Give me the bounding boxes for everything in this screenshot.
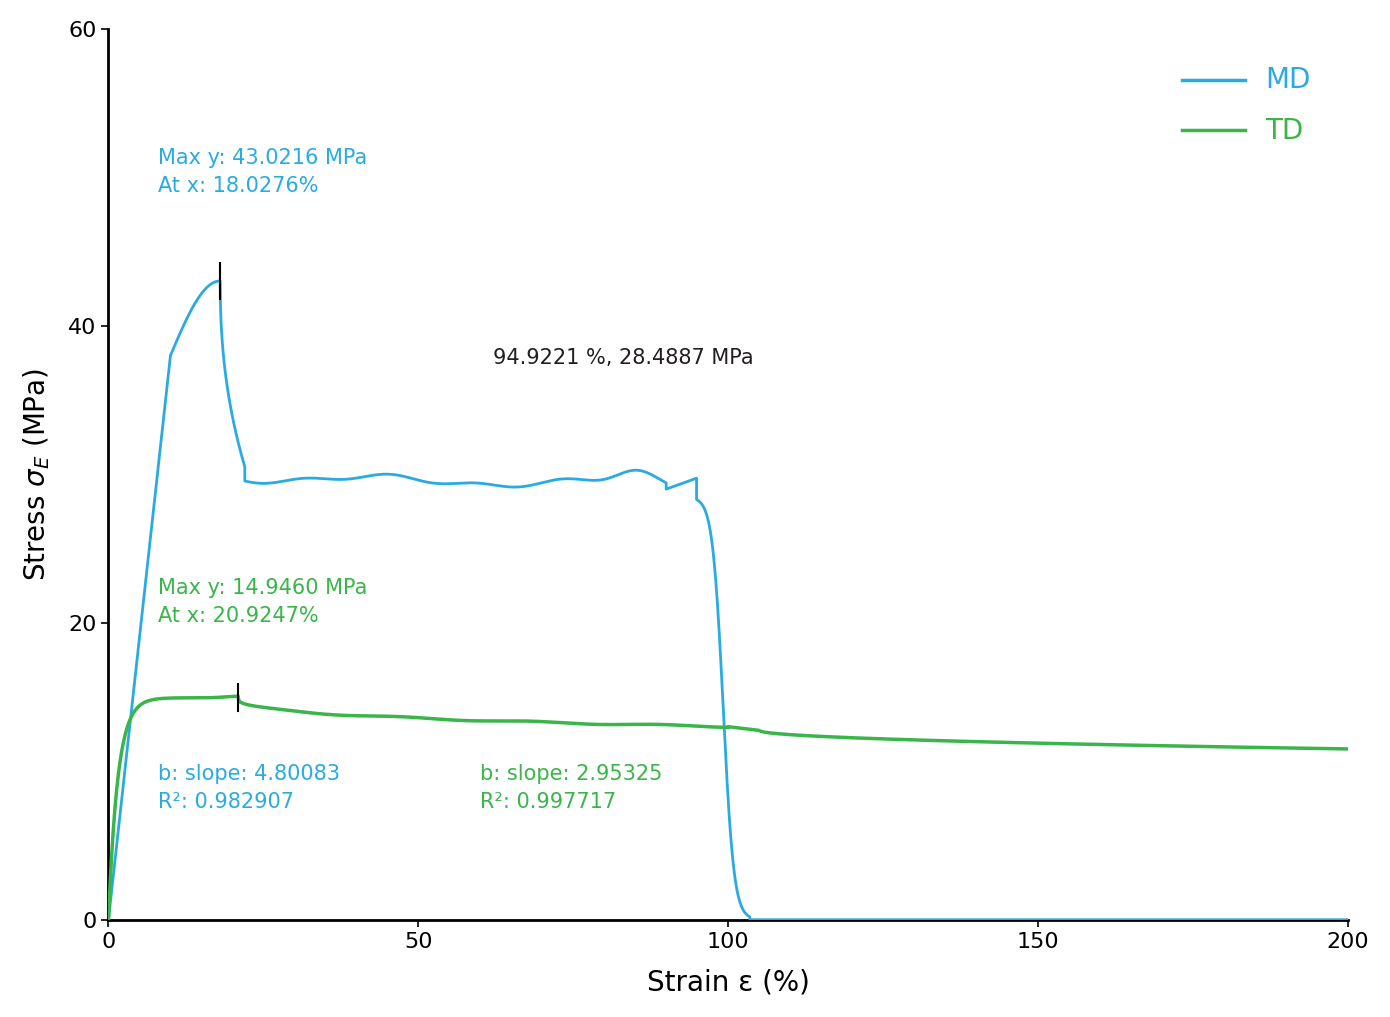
MD xyxy=(1340,913,1357,925)
TD xyxy=(1340,742,1357,755)
TD xyxy=(1033,737,1049,750)
MD xyxy=(211,275,228,287)
TD xyxy=(168,692,185,704)
Y-axis label: Stress $\sigma_E$ (MPa): Stress $\sigma_E$ (MPa) xyxy=(21,368,51,581)
TD xyxy=(100,913,117,925)
Text: Max y: 43.0216 MPa
At x: 18.0276%: Max y: 43.0216 MPa At x: 18.0276% xyxy=(158,147,367,195)
TD xyxy=(350,710,367,722)
Text: 94.9221 %, 28.4887 MPa: 94.9221 %, 28.4887 MPa xyxy=(492,348,753,368)
Text: b: slope: 4.80083
R²: 0.982907: b: slope: 4.80083 R²: 0.982907 xyxy=(158,764,341,812)
TD xyxy=(908,734,924,746)
X-axis label: Strain ε (%): Strain ε (%) xyxy=(646,968,809,997)
Text: Max y: 14.9460 MPa
At x: 20.9247%: Max y: 14.9460 MPa At x: 20.9247% xyxy=(158,579,367,626)
Text: b: slope: 2.95325
R²: 0.997717: b: slope: 2.95325 R²: 0.997717 xyxy=(481,764,663,812)
MD xyxy=(409,474,425,486)
MD xyxy=(657,483,674,495)
Line: MD: MD xyxy=(108,281,1348,919)
Line: TD: TD xyxy=(108,697,1348,919)
TD xyxy=(229,691,246,703)
MD xyxy=(695,501,712,514)
MD xyxy=(100,913,117,925)
MD xyxy=(156,407,172,419)
TD xyxy=(1141,739,1158,752)
MD xyxy=(240,476,257,488)
TD xyxy=(414,712,431,724)
MD xyxy=(450,477,467,489)
Legend: MD, TD: MD, TD xyxy=(1158,42,1336,170)
